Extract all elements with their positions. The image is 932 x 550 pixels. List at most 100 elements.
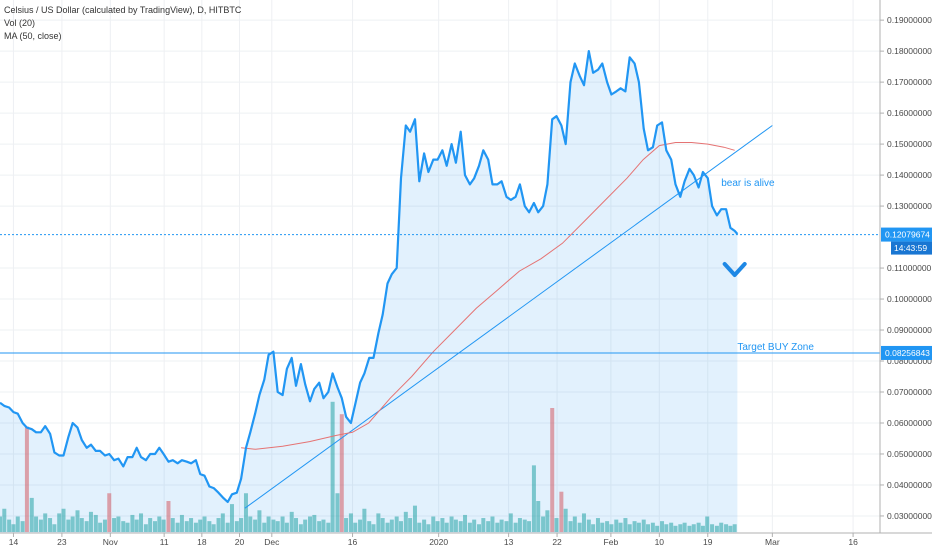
price-axis-label: 0.05000000 xyxy=(887,449,932,459)
volume-bar xyxy=(669,522,674,532)
price-axis-label: 0.13000000 xyxy=(887,201,932,211)
volume-bar xyxy=(398,521,403,532)
volume-bar xyxy=(148,518,153,532)
volume-bar xyxy=(262,522,267,532)
volume-bar xyxy=(266,516,271,532)
volume-bar xyxy=(284,522,289,532)
volume-bar xyxy=(646,524,651,532)
volume-bar xyxy=(275,521,280,532)
volume-bar xyxy=(572,516,577,532)
volume-bar xyxy=(225,522,230,532)
volume-bar xyxy=(57,513,62,532)
time-axis-label: 22 xyxy=(552,537,562,547)
ma-indicator-label[interactable]: MA (50, close) xyxy=(4,31,62,41)
target-zone-annotation[interactable]: Target BUY Zone xyxy=(737,342,814,353)
price-axis[interactable]: 0.19000000 0.18000000 0.17000000 0.16000000… xyxy=(880,15,932,521)
volume-bar xyxy=(517,518,522,532)
volume-bar xyxy=(486,521,491,532)
volume-bar xyxy=(389,519,394,532)
volume-bar xyxy=(88,511,93,532)
volume-bar xyxy=(426,524,431,532)
volume-bar xyxy=(7,519,12,532)
current-price-tag xyxy=(881,227,932,242)
volume-bar xyxy=(61,508,66,532)
volume-bar xyxy=(271,519,276,532)
down-arrow-icon[interactable] xyxy=(722,261,747,277)
volume-bar xyxy=(664,524,669,532)
price-axis-label: 0.15000000 xyxy=(887,139,932,149)
volume-bar xyxy=(550,408,555,532)
volume-bar xyxy=(362,508,367,532)
volume-bar xyxy=(385,522,390,532)
price-axis-label: 0.07000000 xyxy=(887,387,932,397)
volume-bar xyxy=(161,519,166,532)
volume-bar xyxy=(66,519,71,532)
volume-bar xyxy=(687,525,692,532)
volume-bar xyxy=(15,516,20,532)
volume-bar xyxy=(243,493,248,532)
volume-bar xyxy=(440,518,445,532)
volume-bar xyxy=(75,510,80,532)
time-axis-label: 2020 xyxy=(429,537,448,547)
volume-indicator-label[interactable]: Vol (20) xyxy=(4,18,36,28)
volume-bar xyxy=(513,522,518,532)
volume-bar xyxy=(508,513,513,532)
price-axis-label: 0.09000000 xyxy=(887,325,932,335)
volume-bar xyxy=(458,521,463,532)
target-price-label: 0.08256843 xyxy=(885,348,930,358)
volume-bar xyxy=(527,521,532,532)
volume-bar xyxy=(339,414,344,532)
volume-bar xyxy=(586,519,591,532)
volume-bar xyxy=(600,522,605,532)
volume-bar xyxy=(636,522,641,532)
volume-bar xyxy=(453,519,458,532)
volume-bar xyxy=(499,519,504,532)
volume-bar xyxy=(253,519,258,532)
annotations: bear is alive Target BUY Zone xyxy=(721,178,814,353)
volume-bar xyxy=(29,497,34,532)
volume-bar xyxy=(353,522,358,532)
volume-bar xyxy=(153,521,158,532)
time-axis[interactable]: 14 23 Nov 11 18 20 Dec 16 2020 13 22 Feb 10 19 Mar 16 xyxy=(9,533,858,547)
volume-bar xyxy=(43,513,48,532)
bear-annotation[interactable]: bear is alive xyxy=(721,178,775,189)
volume-bar xyxy=(102,519,107,532)
symbol-title[interactable]: Celsius / US Dollar (calculated by Tradi… xyxy=(4,5,242,15)
volume-bar xyxy=(568,521,573,532)
volume-bar xyxy=(34,516,39,532)
volume-bar xyxy=(705,516,710,532)
volume-bar xyxy=(732,524,737,532)
volume-bar xyxy=(581,513,586,532)
volume-bar xyxy=(239,518,244,532)
volume-bar xyxy=(20,521,25,532)
volume-bar xyxy=(422,519,427,532)
volume-bar xyxy=(700,525,705,532)
volume-bar xyxy=(481,518,486,532)
volume-bar xyxy=(48,518,53,532)
price-axis-label: 0.06000000 xyxy=(887,418,932,428)
time-axis-label: 20 xyxy=(235,537,245,547)
volume-bar xyxy=(490,516,495,532)
price-axis-label: 0.08000000 xyxy=(887,356,932,366)
target-price-tag xyxy=(881,345,932,360)
time-axis-label: Mar xyxy=(765,537,780,547)
time-axis-label: 13 xyxy=(504,537,514,547)
volume-bar xyxy=(724,524,729,532)
volume-bar xyxy=(710,524,715,532)
volume-bar xyxy=(536,501,541,532)
price-tags: 0.12079674 14:43:59 0.08256843 xyxy=(881,227,932,360)
volume-bar xyxy=(166,501,171,532)
volume-bar xyxy=(211,524,216,532)
ma-line xyxy=(241,142,735,450)
volume-bar xyxy=(189,518,194,532)
time-axis-label: Nov xyxy=(103,537,119,547)
volume-bar xyxy=(303,519,308,532)
price-axis-label: 0.03000000 xyxy=(887,511,932,521)
volume-bar xyxy=(691,524,696,532)
volume-bar xyxy=(2,508,7,532)
volume-bar xyxy=(595,518,600,532)
volume-bar xyxy=(641,519,646,532)
volume-bar xyxy=(559,491,564,532)
volume-bar xyxy=(609,524,614,532)
